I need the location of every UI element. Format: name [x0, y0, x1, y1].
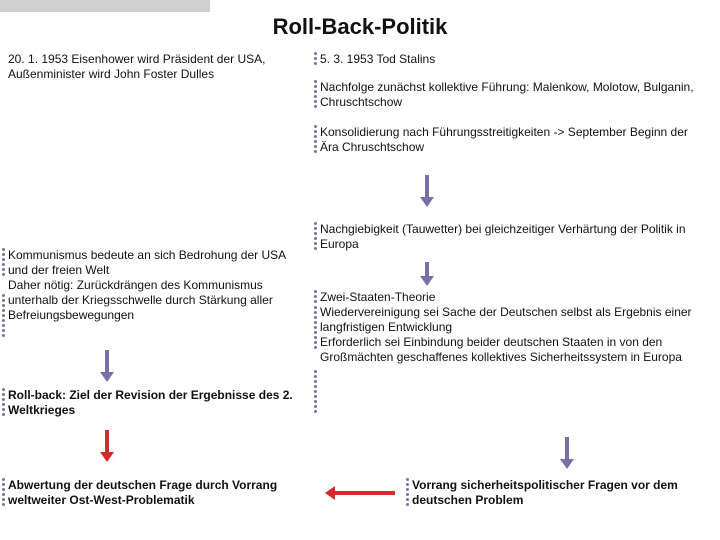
top-bar	[0, 0, 210, 12]
left-rollback: Roll-back: Ziel der Revision der Ergebni…	[8, 388, 308, 418]
dot-strip-l2	[2, 294, 5, 337]
left-intro: 20. 1. 1953 Eisenhower wird Präsident de…	[8, 52, 308, 82]
dot-strip-r8	[406, 478, 409, 506]
dot-strip-r3	[314, 125, 317, 153]
left-conclusion: Abwertung der deutschen Frage durch Vorr…	[8, 478, 298, 508]
arrow-down-icon	[560, 437, 574, 469]
page-title: Roll-Back-Politik	[0, 14, 720, 40]
dot-strip-r1	[314, 52, 317, 65]
dot-strip-l3	[2, 388, 5, 416]
right-stalin: 5. 3. 1953 Tod Stalins	[320, 52, 700, 67]
dot-strip-r4	[314, 222, 317, 250]
dot-strip-l4	[2, 478, 5, 506]
arrow-down-icon	[420, 175, 434, 207]
arrow-down-icon	[420, 262, 434, 286]
left-doctrine: Kommunismus bedeute an sich Bedrohung de…	[8, 248, 308, 323]
arrow-down-icon	[100, 350, 114, 382]
arrow-left-icon	[325, 486, 395, 500]
right-tauwetter: Nachgiebigkeit (Tauwetter) bei gleichzei…	[320, 222, 700, 252]
dot-strip-r5	[314, 290, 317, 303]
dot-strip-r7	[314, 370, 317, 413]
dot-strip-r6	[314, 306, 317, 349]
right-priority: Vorrang sicherheitspolitischer Fragen vo…	[412, 478, 712, 508]
right-two-state: Zwei-Staaten-Theorie Wiedervereinigung s…	[320, 290, 700, 365]
dot-strip-l1	[2, 248, 5, 276]
dot-strip-r2	[314, 80, 317, 108]
right-succession: Nachfolge zunächst kollektive Führung: M…	[320, 80, 700, 110]
arrow-down-icon	[100, 430, 114, 462]
right-consolidation: Konsolidierung nach Führungsstreitigkeit…	[320, 125, 700, 155]
